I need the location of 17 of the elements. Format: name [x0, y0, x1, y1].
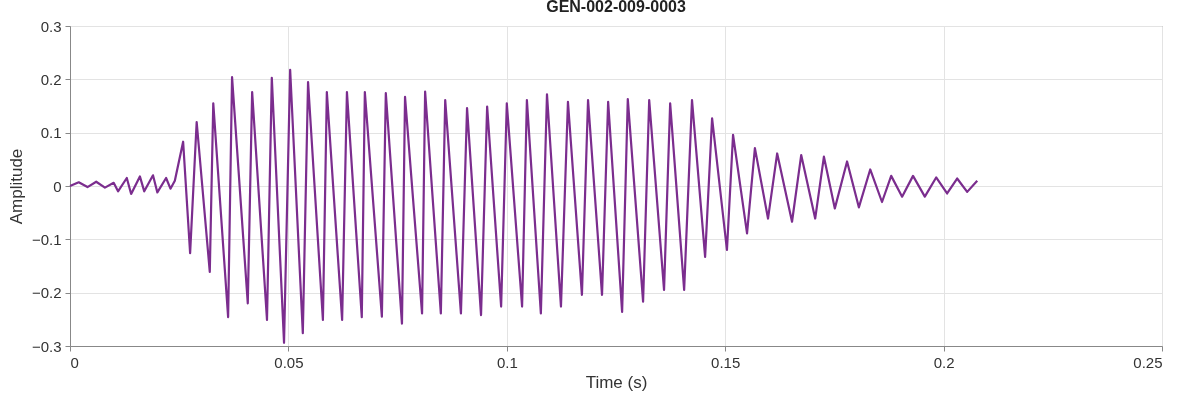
x-tick-label: 0 — [70, 353, 79, 371]
y-tick-label: −0.2 — [31, 284, 62, 302]
x-tick-label: 0.15 — [711, 353, 741, 371]
y-tick-label: −0.1 — [31, 230, 62, 248]
x-tick-label: 0.05 — [274, 353, 304, 371]
x-tick-label: 0.25 — [1133, 353, 1163, 371]
x-axis-title: Time (s) — [585, 372, 648, 392]
y-tick-label: −0.3 — [31, 337, 62, 355]
chart-title: GEN-002-009-0003 — [546, 0, 686, 15]
y-tick-label: 0.2 — [40, 70, 62, 88]
x-tick-label: 0.1 — [496, 353, 518, 371]
y-tick-label: 0.1 — [40, 124, 62, 142]
y-tick-label: 0.3 — [40, 17, 62, 35]
y-tick-label: 0 — [53, 177, 62, 195]
y-axis-title: Amplitude — [6, 148, 26, 225]
x-tick-label: 0.2 — [933, 353, 955, 371]
line-series — [68, 68, 979, 344]
